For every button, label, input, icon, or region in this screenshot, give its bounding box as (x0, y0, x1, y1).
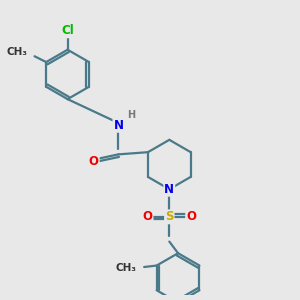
Text: CH₃: CH₃ (115, 263, 136, 274)
Text: N: N (113, 119, 124, 132)
Text: H: H (128, 110, 136, 120)
Text: CH₃: CH₃ (6, 47, 27, 57)
Text: N: N (164, 183, 174, 196)
Text: O: O (89, 155, 99, 168)
Text: Cl: Cl (61, 24, 74, 37)
Text: S: S (165, 210, 174, 224)
Text: O: O (142, 210, 152, 224)
Text: O: O (186, 210, 196, 224)
